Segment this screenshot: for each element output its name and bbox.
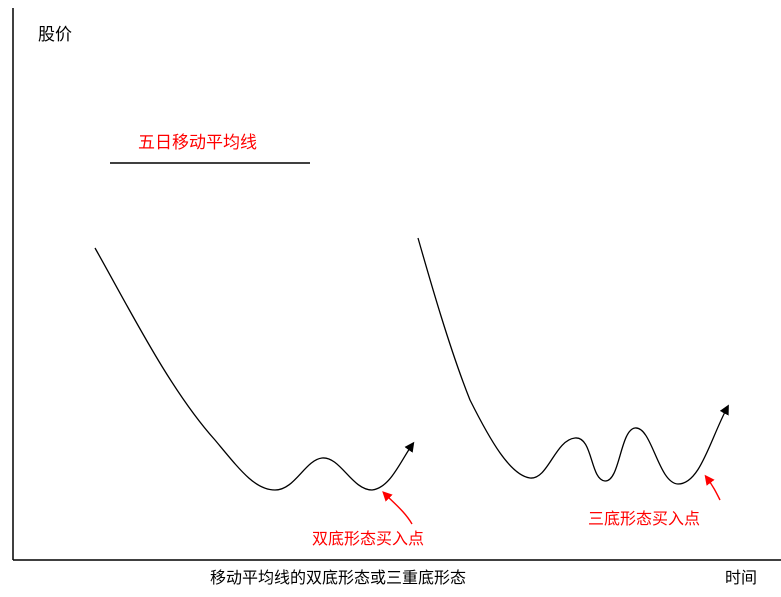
double-bottom-curve xyxy=(94,247,415,491)
y-axis-label: 股价 xyxy=(38,25,72,45)
triple-bottom-buy-point: 三底形态买入点 xyxy=(588,509,700,528)
caption: 移动平均线的双底形态或三重底形态 xyxy=(210,568,466,587)
triple-bottom-curve xyxy=(417,237,729,485)
x-axis-label: 时间 xyxy=(725,568,757,587)
double-bottom-buy-point: 双底形态买入点 xyxy=(312,529,424,548)
legend-label: 五日移动平均线 xyxy=(138,133,257,153)
double-bottom-pointer-arrow xyxy=(382,491,413,525)
triple-bottom-pointer-arrow xyxy=(704,474,721,501)
